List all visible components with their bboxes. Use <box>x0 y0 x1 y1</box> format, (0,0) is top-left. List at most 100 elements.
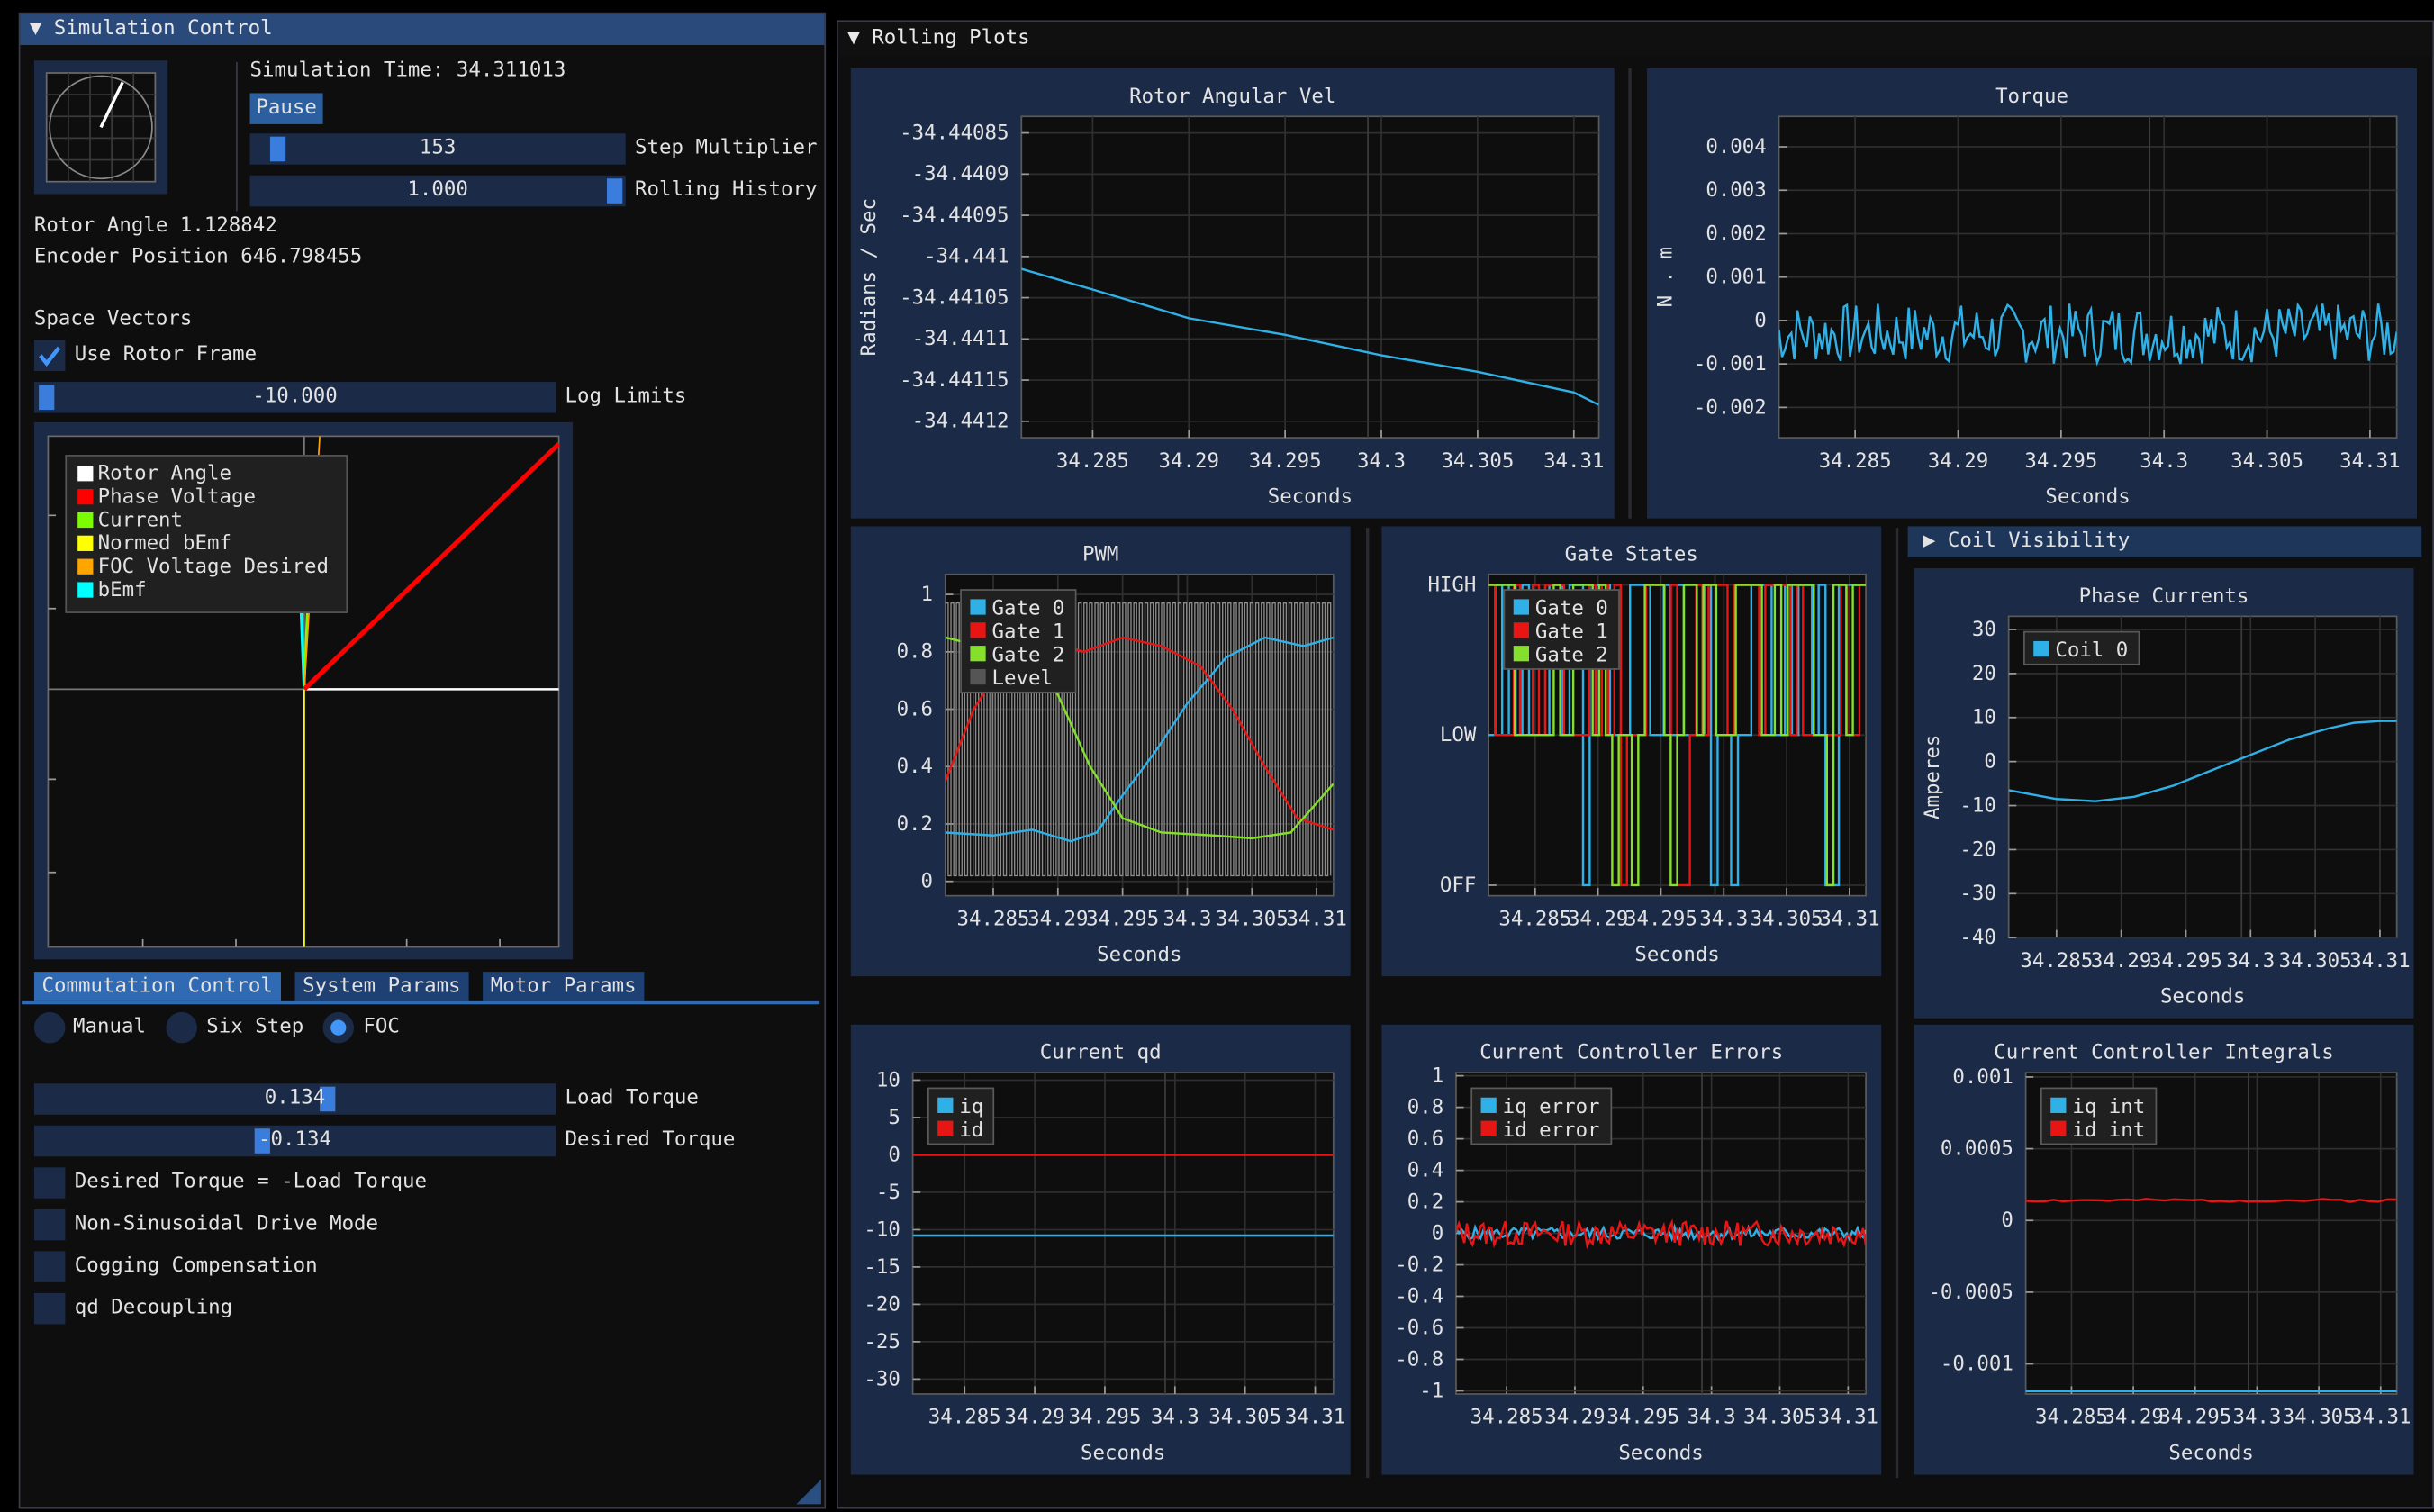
legend-swatch[interactable] <box>937 1097 954 1113</box>
resize-grip-icon[interactable] <box>796 1479 821 1505</box>
legend-label[interactable]: Level <box>992 666 1053 690</box>
legend-entry[interactable]: Rotor Angle <box>77 463 329 486</box>
legend-swatch[interactable] <box>1513 622 1529 638</box>
desired-equals-load-checkbox[interactable] <box>33 1167 66 1199</box>
rotor-angle-readout: Rotor Angle 1.128842 <box>33 213 277 238</box>
legend-label[interactable]: Gate 2 <box>992 643 1065 666</box>
foc-radio[interactable] <box>322 1011 355 1044</box>
x-tick-label: 34.29 <box>1159 449 1219 473</box>
desired-torque-grab[interactable] <box>254 1128 270 1154</box>
legend-label[interactable]: id error <box>1503 1118 1600 1142</box>
collapse-triangle-icon[interactable]: ▼ <box>29 16 42 41</box>
x-tick-label: 34.305 <box>2279 949 2352 973</box>
qd-chart[interactable]: Current qd 34.285 34.29 34.295 34.3 34.305 34.… <box>850 1024 1351 1475</box>
rotor-chart[interactable]: Rotor Angular Vel 34.285 34.29 34.295 34.3 34… <box>850 68 1615 519</box>
err-chart[interactable]: Current Controller Errors 34.285 34.29 34.2… <box>1381 1024 1882 1475</box>
x-tick-label: 34.29 <box>1568 907 1628 930</box>
simulation-control-titlebar[interactable]: ▼ Simulation Control <box>20 14 825 45</box>
pause-button[interactable]: Pause <box>249 93 323 124</box>
legend-label[interactable]: Gate 1 <box>992 620 1065 643</box>
log-limits-slider[interactable]: -10.000 <box>33 382 556 413</box>
rolling-plots-titlebar[interactable]: ▼ Rolling Plots <box>837 22 2433 57</box>
desired-torque-slider[interactable]: -0.134 <box>33 1125 556 1157</box>
legend-entry[interactable]: FOC Voltage Desired <box>77 556 329 579</box>
step-multiplier-slider[interactable]: 153 <box>249 133 626 165</box>
use-rotor-frame-checkbox[interactable] <box>33 340 66 371</box>
step-multiplier-grab[interactable] <box>270 136 286 162</box>
cogging-compensation-checkbox[interactable] <box>33 1251 66 1282</box>
y-tick-label: 10 <box>1972 706 1996 729</box>
legend-label[interactable]: iq error <box>1503 1095 1600 1118</box>
plot-area[interactable] <box>2024 1072 2398 1395</box>
legend-label[interactable]: iq int <box>2072 1095 2145 1118</box>
y-tick-label: 0.4 <box>897 755 933 778</box>
x-tick-label: 34.31 <box>2350 1406 2411 1429</box>
legend-swatch[interactable] <box>970 668 986 685</box>
legend-label[interactable]: id int <box>2072 1118 2145 1142</box>
legend-swatch[interactable] <box>2033 640 2049 657</box>
legend-entry[interactable]: Phase Voltage <box>77 486 329 509</box>
legend-swatch[interactable] <box>2050 1097 2067 1113</box>
legend-swatch <box>77 558 94 575</box>
six-step-radio[interactable] <box>166 1011 197 1044</box>
foc-label: FOC <box>363 1015 400 1039</box>
chart-title: Torque <box>1995 85 2068 108</box>
legend-label[interactable]: Gate 2 <box>1535 643 1608 666</box>
legend-entry[interactable]: bEmf <box>77 579 329 602</box>
tab-system-params[interactable]: System Params <box>294 972 469 1001</box>
x-tick-label: 34.31 <box>2349 949 2410 973</box>
x-tick-label: 34.31 <box>2339 449 2400 473</box>
x-tick-label: 34.3 <box>2226 949 2275 973</box>
coil-visibility-header[interactable]: ▶ Coil Visibility <box>1907 526 2422 557</box>
legend-swatch[interactable] <box>970 599 986 615</box>
chart-title: Phase Currents <box>2079 584 2249 608</box>
legend-label[interactable]: Gate 0 <box>992 597 1065 620</box>
collapse-triangle-icon[interactable]: ▼ <box>847 26 860 50</box>
legend-swatch[interactable] <box>937 1120 954 1136</box>
tab-commutation-control[interactable]: Commutation Control <box>33 972 281 1001</box>
y-tick-label: -0.002 <box>1694 395 1767 419</box>
non-sinusoidal-checkbox[interactable] <box>33 1209 66 1241</box>
int-chart[interactable]: Current Controller Integrals34.28534.293… <box>1914 1024 2414 1475</box>
y-tick-label: 5 <box>888 1106 900 1129</box>
tab-motor-params[interactable]: Motor Params <box>483 972 645 1001</box>
x-tick-label: 34.285 <box>957 907 1030 930</box>
x-tick-label: 34.305 <box>1441 449 1514 473</box>
x-tick-label: 34.305 <box>1208 1406 1281 1429</box>
legend-label[interactable]: Coil 0 <box>2055 638 2128 662</box>
legend-swatch[interactable] <box>970 622 986 638</box>
manual-radio[interactable] <box>33 1011 66 1044</box>
rolling-history-grab[interactable] <box>607 178 623 204</box>
legend-entry[interactable]: Normed bEmf <box>77 532 329 556</box>
plot-area[interactable] <box>1020 115 1600 439</box>
legend-label[interactable]: Gate 1 <box>1535 620 1608 643</box>
y-tick-label: 0.004 <box>1706 135 1766 158</box>
log-limits-grab[interactable] <box>39 385 55 411</box>
torque-chart[interactable]: Torque 34.285 34.29 34.295 34.3 34.305 34.31 0.… <box>1647 68 2418 519</box>
legend-label[interactable]: id <box>959 1118 983 1142</box>
rolling-history-slider[interactable]: 1.000 <box>249 175 626 207</box>
legend-entry[interactable]: Current <box>77 509 329 532</box>
legend-swatch[interactable] <box>1480 1120 1497 1136</box>
y-tick-label: 0.0005 <box>1941 1136 2013 1160</box>
legend-swatch[interactable] <box>970 646 986 662</box>
legend-swatch[interactable] <box>2050 1120 2067 1136</box>
x-tick-label: 34.285 <box>2035 1406 2108 1429</box>
plot-area[interactable] <box>2007 615 2398 939</box>
legend-swatch <box>77 466 94 482</box>
legend-label[interactable]: iq <box>959 1095 983 1118</box>
legend-swatch[interactable] <box>1513 646 1529 662</box>
legend-swatch[interactable] <box>1480 1097 1497 1113</box>
qd-decoupling-checkbox[interactable] <box>33 1292 66 1325</box>
x-tick-label: 34.295 <box>1086 907 1159 930</box>
series-line-w <box>1021 267 1599 406</box>
load-torque-slider[interactable]: 0.134 <box>33 1083 556 1115</box>
legend-label[interactable]: Gate 0 <box>1535 597 1608 620</box>
chart-title: PWM <box>1082 542 1118 566</box>
load-torque-grab[interactable] <box>320 1086 336 1112</box>
legend-swatch[interactable] <box>1513 599 1529 615</box>
x-tick-label: 34.29 <box>2091 949 2151 973</box>
